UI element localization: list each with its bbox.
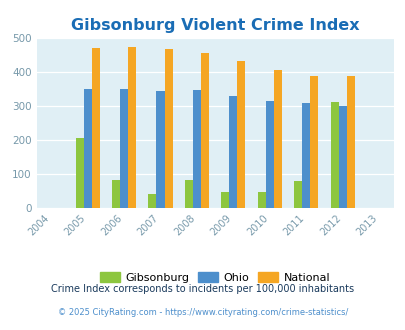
Bar [229, 96, 237, 208]
Legend: Gibsonburg, Ohio, National: Gibsonburg, Ohio, National [95, 268, 334, 287]
Bar [257, 192, 265, 208]
Bar [200, 53, 209, 208]
Bar [346, 76, 354, 208]
Bar [294, 181, 302, 208]
Bar [330, 102, 338, 208]
Bar [237, 61, 245, 208]
Bar [302, 103, 309, 208]
Bar [338, 106, 346, 208]
Bar [156, 91, 164, 208]
Bar [184, 180, 192, 208]
Bar [273, 70, 281, 208]
Text: © 2025 CityRating.com - https://www.cityrating.com/crime-statistics/: © 2025 CityRating.com - https://www.city… [58, 308, 347, 317]
Text: Crime Index corresponds to incidents per 100,000 inhabitants: Crime Index corresponds to incidents per… [51, 284, 354, 294]
Bar [75, 138, 83, 208]
Bar [120, 89, 128, 208]
Bar [83, 89, 92, 208]
Bar [128, 47, 136, 208]
Title: Gibsonburg Violent Crime Index: Gibsonburg Violent Crime Index [71, 17, 358, 33]
Bar [309, 76, 318, 208]
Bar [221, 192, 229, 208]
Bar [92, 49, 99, 208]
Bar [265, 101, 273, 208]
Bar [148, 194, 156, 208]
Bar [164, 49, 172, 208]
Bar [112, 180, 120, 208]
Bar [192, 90, 200, 208]
